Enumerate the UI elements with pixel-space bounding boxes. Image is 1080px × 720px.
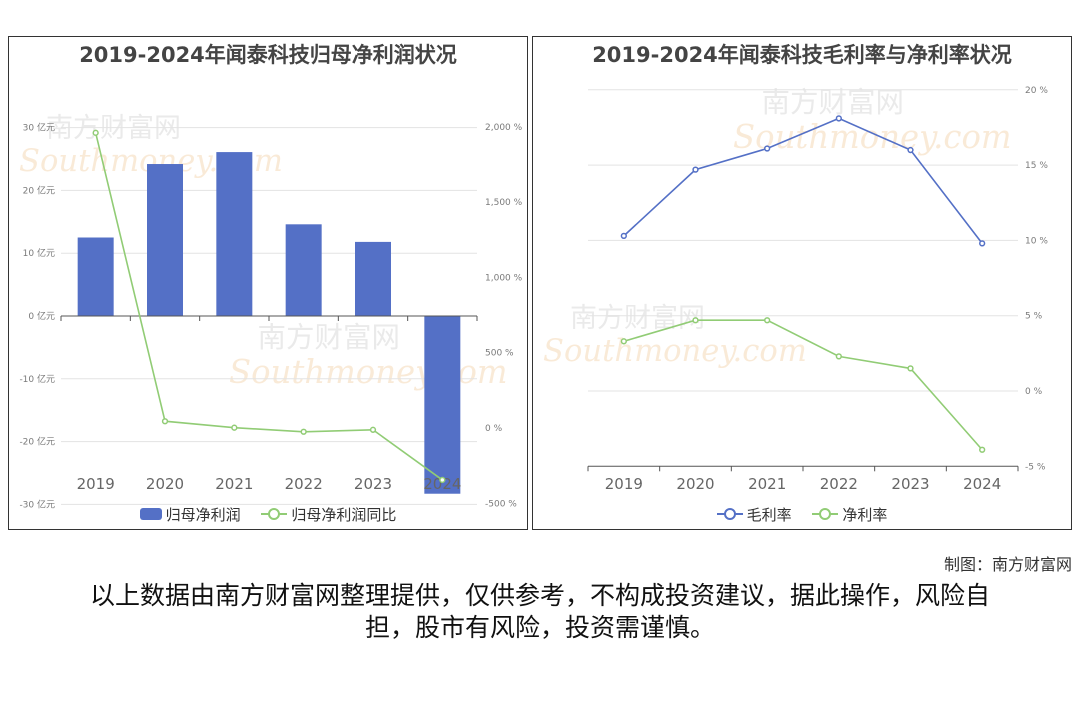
bar-swatch-icon bbox=[139, 508, 162, 520]
line-swatch-icon bbox=[812, 508, 839, 520]
point-gross-margin bbox=[692, 166, 699, 173]
line-swatch-icon bbox=[261, 508, 288, 520]
x-axis-category-label: 2022 bbox=[285, 475, 323, 493]
point-gross-margin bbox=[764, 145, 771, 152]
right-axis-tick-label: 1,000 % bbox=[485, 273, 523, 283]
margin-chart: 南方财富网Southmoney.com南方财富网Southmoney.com20… bbox=[543, 86, 1048, 493]
disclaimer-text: 以上数据由南方财富网整理提供，仅供参考，不构成投资建议，据此操作，风险自担，股市… bbox=[89, 581, 990, 642]
svg-text:南方财富网: 南方财富网 bbox=[762, 86, 905, 119]
point-net-margin bbox=[835, 353, 842, 360]
net-profit-chart: 南方财富网Southmoney.com南方财富网Southmoney.com30… bbox=[19, 113, 523, 510]
point-net-margin bbox=[979, 446, 986, 453]
line-net-profit-yoy bbox=[94, 132, 443, 481]
left-axis-tick-label: 30 亿元 bbox=[23, 122, 55, 134]
legend-label: 归母净利润同比 bbox=[291, 505, 397, 524]
line-swatch-icon bbox=[716, 508, 743, 520]
point-gross-margin bbox=[835, 115, 842, 122]
x-axis-category-label: 2023 bbox=[354, 475, 392, 493]
legend-item-net-profit[interactable]: 归母净利润 bbox=[139, 504, 241, 525]
x-axis-category-label: 2021 bbox=[215, 475, 253, 493]
left-axis-tick-label: 20 亿元 bbox=[23, 184, 55, 196]
x-axis-category-label: 2023 bbox=[891, 475, 929, 493]
bar-net-profit bbox=[216, 152, 253, 316]
left-axis-tick-label: -20 亿元 bbox=[19, 436, 55, 448]
right-axis-tick-label: 10 % bbox=[1025, 236, 1048, 246]
x-axis-category-label: 2019 bbox=[77, 475, 115, 493]
right-axis-tick-label: 20 % bbox=[1025, 86, 1048, 96]
point-gross-margin bbox=[907, 146, 914, 154]
legend-item-net-margin[interactable]: 净利率 bbox=[812, 504, 887, 525]
svg-text:Southmoney.com: Southmoney.com bbox=[733, 118, 1012, 156]
right-axis-tick-label: 5 % bbox=[1025, 312, 1043, 322]
svg-text:Southmoney.com: Southmoney.com bbox=[229, 353, 508, 391]
point-net-profit-yoy bbox=[161, 418, 169, 425]
legend-label: 归母净利润 bbox=[165, 505, 241, 524]
right-axis-tick-label: 15 % bbox=[1025, 161, 1048, 171]
chart-title: 2019-2024年闻泰科技归母净利润状况 bbox=[79, 43, 457, 67]
line-net-margin bbox=[623, 319, 983, 451]
x-axis-category-label: 2020 bbox=[676, 475, 714, 493]
right-axis-tick-label: 1,500 % bbox=[485, 198, 523, 208]
point-net-profit-yoy bbox=[92, 129, 99, 136]
chart-title: 2019-2024年闻泰科技毛利率与净利率状况 bbox=[592, 43, 1012, 67]
x-axis-category-label: 2019 bbox=[605, 475, 643, 493]
right-axis-tick-label: 2,000 % bbox=[485, 123, 523, 133]
point-net-margin bbox=[907, 365, 914, 372]
point-net-margin bbox=[620, 338, 627, 345]
right-axis-tick-label: -5 % bbox=[1025, 462, 1046, 472]
right-axis-tick-label: 0 % bbox=[485, 424, 503, 434]
net-profit-chart-panel: 2019-2024年闻泰科技归母净利润状况 南方财富网 Southmoney.co… bbox=[8, 36, 528, 530]
left-axis-tick-label: 0 亿元 bbox=[28, 310, 55, 322]
line-gross-margin bbox=[623, 117, 983, 244]
legend-label: 毛利率 bbox=[746, 505, 792, 524]
svg-text:南方财富网: 南方财富网 bbox=[258, 321, 401, 354]
point-net-profit-yoy bbox=[439, 476, 446, 484]
margin-chart-panel: 2019-2024年闻泰科技毛利率与净利率状况 南方财富网 Southmoney.… bbox=[532, 36, 1072, 530]
point-net-profit-yoy bbox=[369, 426, 377, 433]
right-axis-tick-label: 500 % bbox=[485, 349, 514, 359]
svg-text:南方财富网: 南方财富网 bbox=[46, 113, 181, 144]
bar-net-profit bbox=[147, 164, 183, 316]
point-net-profit-yoy bbox=[231, 424, 238, 431]
legend-label: 净利率 bbox=[842, 505, 888, 524]
bar-net-profit bbox=[285, 224, 322, 316]
right-axis-tick-label: -500 % bbox=[485, 499, 517, 509]
point-net-margin bbox=[764, 317, 771, 324]
x-axis-category-label: 2024 bbox=[963, 475, 1001, 493]
bar-net-profit bbox=[424, 316, 461, 494]
chart-legend: 归母净利润 归母净利润同比 bbox=[9, 504, 527, 526]
x-axis-category-label: 2022 bbox=[820, 475, 858, 493]
left-axis-tick-label: -10 亿元 bbox=[19, 373, 55, 385]
x-axis-category-label: 2024 bbox=[423, 475, 461, 493]
left-axis-tick-label: 10 亿元 bbox=[23, 247, 55, 259]
right-axis-tick-label: 0 % bbox=[1025, 387, 1043, 397]
svg-text:Southmoney.com: Southmoney.com bbox=[543, 334, 807, 369]
left-axis-tick-label: -30 亿元 bbox=[19, 498, 55, 510]
point-net-margin bbox=[692, 317, 699, 324]
bar-net-profit bbox=[77, 237, 114, 316]
point-gross-margin bbox=[979, 240, 986, 247]
chart-credit: 制图：南方财富网 bbox=[943, 555, 1072, 574]
x-axis-category-label: 2021 bbox=[748, 475, 786, 493]
bar-net-profit bbox=[355, 241, 391, 316]
chart-legend: 毛利率 净利率 bbox=[533, 504, 1071, 526]
x-axis-category-label: 2020 bbox=[146, 475, 184, 493]
point-net-profit-yoy bbox=[300, 428, 307, 435]
point-gross-margin bbox=[620, 232, 627, 240]
legend-item-gross-margin[interactable]: 毛利率 bbox=[716, 504, 792, 525]
svg-text:南方财富网: 南方财富网 bbox=[570, 303, 705, 334]
legend-item-net-profit-yoy[interactable]: 归母净利润同比 bbox=[261, 504, 396, 525]
